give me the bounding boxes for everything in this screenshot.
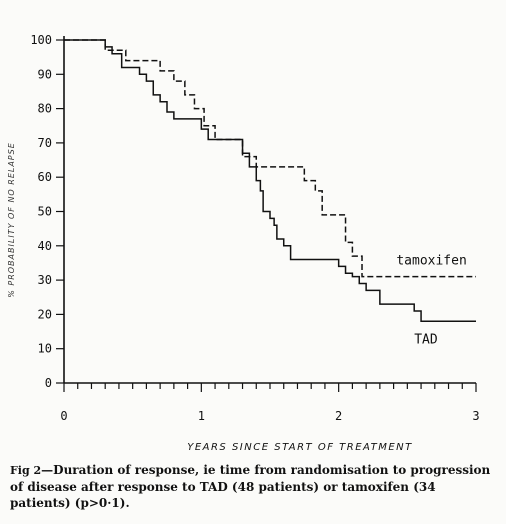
y-tick-label: 40 <box>38 239 52 253</box>
figure-caption: Fig 2—Duration of response, ie time from… <box>10 462 498 511</box>
series-label-tad: TAD <box>414 333 438 348</box>
series-line-tamoxifen <box>64 39 476 278</box>
caption-fig-label: Fig 2 <box>10 464 42 477</box>
series-lines <box>64 39 476 323</box>
x-tick-label: 1 <box>198 409 205 423</box>
x-tick-label: 2 <box>335 409 342 423</box>
y-tick-label: 70 <box>38 136 52 150</box>
y-tick-label: 90 <box>38 67 52 81</box>
y-tick-label: 80 <box>38 102 52 116</box>
y-tick-label: 50 <box>38 205 52 219</box>
y-tick-label: 60 <box>38 170 52 184</box>
y-tick-label: 100 <box>30 33 52 47</box>
series-label-tamoxifen: tamoxifen <box>396 254 466 269</box>
series-line-tad <box>64 39 476 323</box>
x-axis-title: YEARS SINCE START OF TREATMENT <box>187 442 413 453</box>
y-tick-label: 20 <box>38 307 52 321</box>
x-tick-label: 0 <box>60 409 67 423</box>
axes: 0 10 20 30 40 50 60 70 80 90 100 0 1 2 3 <box>30 33 479 423</box>
caption-text: —Duration of response, ie time from rand… <box>10 463 491 510</box>
y-tick-label: 30 <box>38 273 52 287</box>
y-axis-title: % PROBABILITY OF NO RELAPSE <box>7 142 16 298</box>
y-tick-label: 0 <box>45 376 52 390</box>
y-tick-label: 10 <box>38 342 52 356</box>
x-tick-label: 3 <box>472 409 479 423</box>
series-labels: tamoxifen TAD <box>396 254 466 348</box>
